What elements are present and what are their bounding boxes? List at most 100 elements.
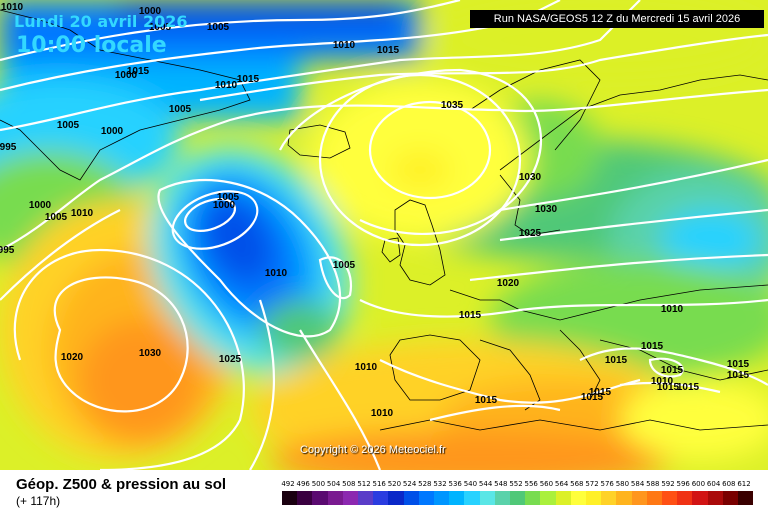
copyright: Copyright © 2026 Meteociel.fr [300, 444, 446, 456]
pressure-label: 1010 [215, 80, 238, 91]
legend-value: 592 [661, 480, 675, 488]
legend-swatch [373, 491, 389, 505]
legend-value: 556 [524, 480, 538, 488]
legend-swatch [297, 491, 313, 505]
pressure-label: 1015 [657, 382, 680, 393]
legend-swatch [342, 491, 358, 505]
legend-swatch [418, 491, 434, 505]
legend-swatch [434, 491, 450, 505]
pressure-label: 1010 [661, 304, 684, 315]
pressure-label: 1000 [115, 70, 138, 81]
legend-swatch [510, 491, 526, 505]
isobars [0, 0, 768, 470]
legend-value: 600 [691, 480, 706, 488]
pressure-label: 1005 [217, 192, 240, 203]
pressure-label: 1010 [651, 376, 674, 387]
pressure-label: 1015 [661, 365, 684, 376]
legend-value: 532 [433, 480, 447, 488]
legend-swatch [449, 491, 465, 505]
legend-swatch [601, 491, 617, 505]
forecast-lead-time: (+ 117h) [16, 494, 61, 508]
pressure-label: 1005 [333, 260, 356, 271]
pressure-label: 1010 [1, 2, 24, 13]
forecast-local-time: 10:00 locale [16, 33, 167, 58]
legend-value: 596 [676, 480, 690, 488]
pressure-label: 1015 [677, 382, 700, 393]
pressure-label: 1000 [213, 200, 236, 211]
legend-value: 576 [600, 480, 614, 488]
legend-swatch [540, 491, 556, 505]
legend-swatch [464, 491, 480, 505]
legend-value: 572 [585, 480, 599, 488]
pressure-label: 1015 [727, 370, 750, 381]
legend-swatch [616, 491, 632, 505]
pressure-label: 1000 [139, 6, 162, 17]
forecast-date: Lundi 20 avril 2026 [14, 12, 188, 31]
pressure-label: 1015 [237, 74, 260, 85]
pressure-label: 1005 [45, 212, 68, 223]
legend-swatch [677, 491, 693, 505]
legend-value: 560 [539, 480, 554, 488]
legend-swatch [662, 491, 678, 505]
legend-swatch [494, 491, 510, 505]
legend-swatch [358, 491, 374, 505]
legend-swatch [403, 491, 419, 505]
legend-swatch [631, 491, 647, 505]
footer: Géop. Z500 & pression au sol (+ 117h) 49… [0, 470, 768, 512]
pressure-label: 1015 [127, 66, 150, 77]
legend-swatch [570, 491, 586, 505]
coastlines [0, 9, 768, 431]
run-info: Run NASA/GEOS5 12 Z du Mercredi 15 avril… [470, 10, 764, 28]
legend-swatch [327, 491, 343, 505]
pressure-label: 1000 [101, 126, 124, 137]
legend-swatch [646, 491, 662, 505]
legend-value: 588 [646, 480, 660, 488]
pressure-labels: 1010 100010051000100510151010101510051000… [0, 2, 750, 419]
pressure-label: 1015 [641, 341, 664, 352]
legend-swatch [586, 491, 602, 505]
pressure-label: 995 [0, 245, 15, 256]
legend-swatch [525, 491, 541, 505]
legend-value: 580 [615, 480, 630, 488]
legend-swatch [388, 491, 404, 505]
map-canvas: 1010 100010051000100510151010101510051000… [0, 0, 768, 470]
pressure-label: 1005 [57, 120, 80, 131]
legend-value: 608 [722, 480, 736, 488]
pressure-label: 1005 [169, 104, 192, 115]
legend-swatch [312, 491, 328, 505]
pressure-label: 995 [0, 142, 17, 153]
pressure-label: 1025 [519, 228, 542, 239]
legend-value: 552 [509, 480, 523, 488]
pressure-label: 1005 [207, 22, 230, 33]
legend-value: 540 [463, 480, 478, 488]
legend-value: 508 [342, 480, 356, 488]
pressure-label: 1010 [265, 268, 288, 279]
legend-swatch [722, 491, 738, 505]
pressure-label: 1010 [333, 40, 356, 51]
pressure-label: 1025 [219, 354, 242, 365]
legend-value: 500 [311, 480, 326, 488]
legend-value: 564 [554, 480, 569, 488]
legend-swatch [282, 491, 298, 505]
pressure-label: 1015 [589, 387, 612, 398]
legend-swatch [738, 491, 754, 505]
legend-value: 584 [630, 480, 645, 488]
pressure-label: 1000 [29, 200, 52, 211]
legend-value: 612 [737, 480, 751, 488]
legend-value: 504 [326, 480, 341, 488]
pressure-label: 1005 [149, 22, 172, 33]
legend-swatch [555, 491, 571, 505]
legend-swatch [479, 491, 495, 505]
legend-value: 520 [387, 480, 402, 488]
pressure-label: 1015 [475, 395, 498, 406]
pressure-label: 1035 [441, 100, 464, 111]
pressure-label: 1015 [605, 355, 628, 366]
pressure-label: 1010 [371, 408, 394, 419]
legend-swatch [692, 491, 708, 505]
legend-value: 492 [281, 480, 295, 488]
pressure-label: 1010 [71, 208, 94, 219]
pressure-label: 1010 [355, 362, 378, 373]
legend-value: 568 [570, 480, 584, 488]
legend-value: 524 [402, 480, 417, 488]
pressure-label: 1015 [581, 392, 604, 403]
